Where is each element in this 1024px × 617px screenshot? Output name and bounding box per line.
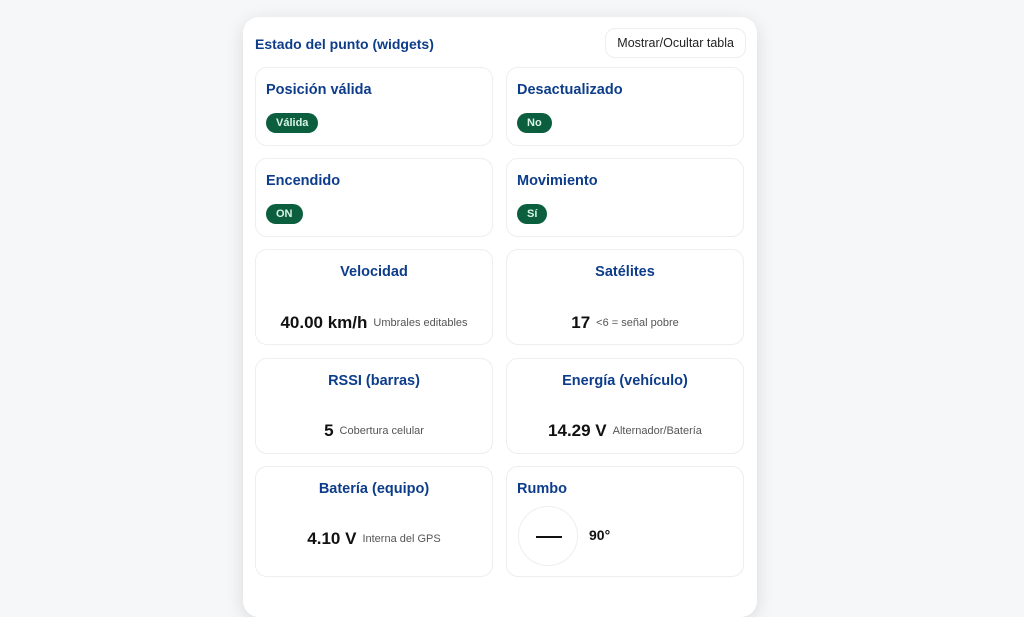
toggle-table-button[interactable]: Mostrar/Ocultar tabla <box>605 28 746 58</box>
panel-title: Estado del punto (widgets) <box>255 36 434 52</box>
status-badge: Válida <box>266 113 319 133</box>
metric-note: Alternador/Batería <box>612 425 702 437</box>
status-badge: Sí <box>517 204 548 224</box>
metric-value: 17 <box>571 313 591 332</box>
widgets-panel: Estado del punto (widgets) Mostrar/Ocult… <box>243 17 757 617</box>
card-title: Desactualizado <box>517 82 623 98</box>
metric-value: 4.10 V <box>307 529 357 548</box>
card-title: Batería (equipo) <box>318 481 430 497</box>
card-desactualizado: Desactualizado No <box>506 67 744 146</box>
card-movimiento: Movimiento Sí <box>506 158 744 237</box>
card-posicion-valida: Posición válida Válida <box>255 67 493 146</box>
card-title: Rumbo <box>517 481 567 497</box>
card-title: RSSI (barras) <box>328 373 420 389</box>
card-encendido: Encendido ON <box>255 158 493 237</box>
card-velocidad: Velocidad 40.00 km/h Umbrales editables <box>255 249 493 345</box>
compass-icon <box>518 506 578 566</box>
status-badge: ON <box>266 204 303 224</box>
metric-note: <6 = señal pobre <box>596 317 679 329</box>
card-title: Encendido <box>266 173 341 189</box>
card-title: Posición válida <box>266 82 372 98</box>
card-title: Satélites <box>595 264 655 280</box>
card-satelites: Satélites 17 <6 = señal pobre <box>506 249 744 345</box>
card-rumbo: Rumbo 90° <box>506 466 744 577</box>
metric-note: Interna del GPS <box>362 533 441 545</box>
compass-needle <box>536 536 562 538</box>
card-energia: Energía (vehículo) 14.29 V Alternador/Bat… <box>506 358 744 454</box>
metric-note: Umbrales editables <box>373 317 468 329</box>
heading-value: 90° <box>589 527 611 543</box>
metric-value: 40.00 km/h <box>280 313 368 332</box>
card-title: Energía (vehículo) <box>562 373 688 389</box>
status-badge: No <box>517 113 552 133</box>
card-rssi: RSSI (barras) 5 Cobertura celular <box>255 358 493 454</box>
metric-note: Cobertura celular <box>339 425 424 437</box>
metric-value: 5 <box>324 421 334 440</box>
card-title: Movimiento <box>517 173 598 189</box>
card-title: Velocidad <box>340 264 408 280</box>
metric-value: 14.29 V <box>548 421 607 440</box>
card-bateria: Batería (equipo) 4.10 V Interna del GPS <box>255 466 493 577</box>
